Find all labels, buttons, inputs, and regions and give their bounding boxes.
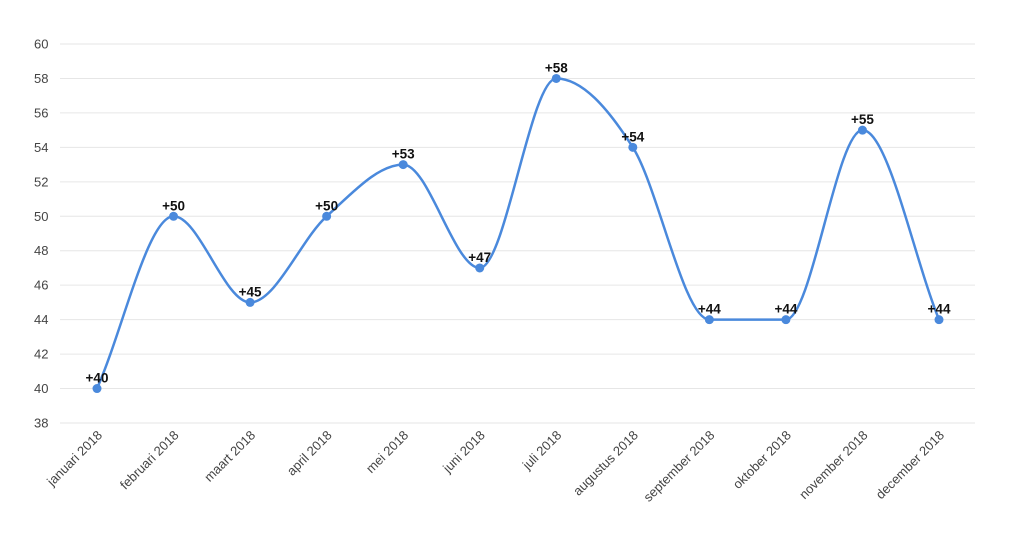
y-tick-label: 46: [34, 278, 48, 293]
data-label: +40: [86, 371, 109, 386]
x-tick-label: mei 2018: [363, 428, 411, 476]
data-point: [475, 263, 485, 273]
x-tick-label: november 2018: [796, 428, 870, 502]
data-label: +45: [239, 284, 262, 299]
y-tick-label: 40: [34, 381, 48, 396]
data-point: [781, 315, 791, 325]
y-tick-label: 58: [34, 71, 48, 86]
y-tick-label: 50: [34, 209, 48, 224]
x-tick-label: juli 2018: [519, 428, 565, 474]
data-points: [92, 73, 944, 394]
y-tick-label: 52: [34, 174, 48, 189]
data-point: [704, 315, 714, 325]
y-tick-label: 54: [34, 140, 48, 155]
data-label: +44: [698, 302, 721, 317]
data-point: [628, 142, 638, 152]
data-point: [857, 125, 867, 135]
data-label: +55: [851, 112, 874, 127]
data-label: +47: [468, 250, 491, 265]
data-point: [398, 160, 408, 170]
data-labels: +40 +50 +45 +50 +53 +47 +58 +54 +44 +44 +55 +44: [86, 60, 951, 385]
data-point: [934, 315, 944, 325]
y-tick-label: 48: [34, 243, 48, 258]
y-tick-label: 60: [34, 37, 48, 52]
data-point: [551, 73, 561, 83]
y-axis-ticks: 38 40 42 44 46 48 50 52 54 56 58 60: [34, 37, 48, 431]
x-axis-ticks: januari 2018 februari 2018 maart 2018 april…: [43, 428, 947, 505]
data-label: +44: [774, 302, 797, 317]
data-label: +50: [315, 198, 338, 213]
x-tick-label: augustus 2018: [570, 428, 641, 499]
data-label: +44: [928, 302, 951, 317]
y-tick-label: 38: [34, 416, 48, 431]
data-label: +58: [545, 60, 568, 75]
x-tick-label: april 2018: [284, 428, 335, 479]
x-tick-label: september 2018: [640, 428, 717, 505]
x-tick-label: oktober 2018: [730, 428, 794, 492]
gridlines: [60, 43, 975, 424]
data-point: [322, 211, 332, 221]
x-tick-label: februari 2018: [117, 428, 182, 493]
data-label: +54: [621, 129, 644, 144]
x-tick-label: januari 2018: [43, 428, 105, 490]
x-tick-label: december 2018: [873, 428, 947, 502]
x-tick-label: juni 2018: [439, 428, 488, 477]
series-layer: [95, 77, 941, 390]
y-tick-label: 44: [34, 312, 48, 327]
series-line: [95, 77, 941, 390]
y-tick-label: 42: [34, 347, 48, 362]
data-point: [169, 211, 179, 221]
data-point: [245, 297, 255, 307]
data-label: +53: [392, 147, 415, 162]
y-tick-label: 56: [34, 105, 48, 120]
data-label: +50: [162, 198, 185, 213]
data-point: [92, 384, 102, 394]
x-tick-label: maart 2018: [201, 428, 258, 485]
